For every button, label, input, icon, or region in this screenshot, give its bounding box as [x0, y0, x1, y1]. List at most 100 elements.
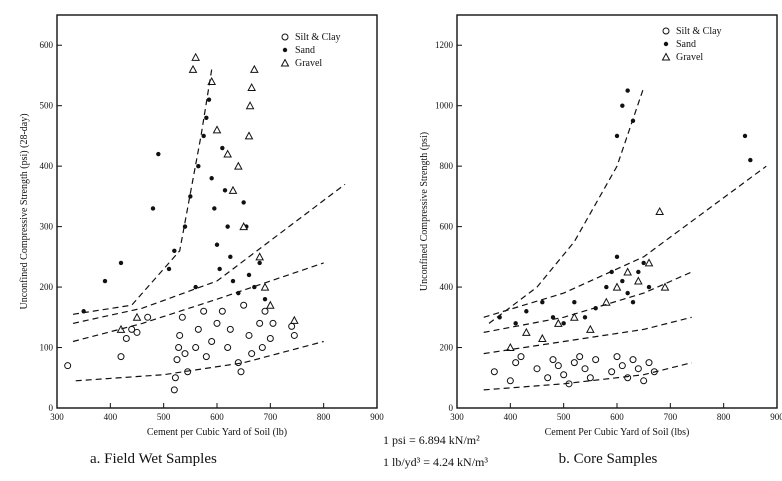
- data-point: [544, 374, 552, 382]
- trend-curve: [72, 183, 346, 324]
- x-tick-label: 400: [504, 412, 518, 422]
- data-point: [582, 315, 588, 320]
- data-point: [178, 313, 186, 321]
- legend-marker: [281, 33, 289, 41]
- data-point: [569, 312, 579, 321]
- x-tick-label: 300: [50, 412, 64, 422]
- data-point: [257, 260, 262, 266]
- data-point: [233, 161, 243, 170]
- x-tick-label: 500: [557, 412, 571, 422]
- x-axis-label: Cement per Cubic Yard of Soil (lb): [147, 427, 287, 438]
- conversion-lb: 1 lb/yd³ = 4.24 kN/m³: [383, 455, 488, 469]
- legend-label: Silt & Clay: [676, 26, 722, 37]
- x-tick-label: 700: [664, 412, 678, 422]
- data-point: [209, 176, 214, 181]
- data-point: [244, 131, 254, 140]
- data-point: [585, 324, 595, 333]
- data-point: [660, 282, 670, 291]
- data-point: [200, 307, 208, 315]
- data-point: [612, 282, 622, 291]
- data-point: [581, 365, 589, 373]
- data-point: [640, 377, 648, 385]
- data-point: [625, 290, 630, 296]
- data-point: [618, 362, 626, 370]
- data-point: [192, 344, 200, 352]
- data-point: [240, 301, 248, 309]
- data-point: [204, 115, 209, 120]
- legend-marker: [282, 47, 288, 53]
- data-point: [222, 188, 228, 193]
- y-tick-label: 600: [440, 222, 454, 232]
- data-point: [288, 322, 296, 330]
- data-point: [173, 356, 181, 364]
- data-point: [560, 371, 568, 379]
- x-tick-label: 500: [157, 412, 171, 422]
- data-point: [742, 133, 748, 139]
- x-tick-label: 600: [210, 412, 224, 422]
- y-tick-label: 1200: [435, 40, 454, 50]
- legend-marker: [280, 58, 290, 67]
- data-point: [184, 368, 192, 376]
- caption-a: a. Field Wet Samples: [90, 451, 217, 467]
- data-point: [646, 284, 652, 290]
- y-tick-label: 800: [440, 161, 454, 171]
- data-point: [206, 97, 212, 102]
- data-point: [218, 307, 226, 315]
- data-point: [133, 328, 141, 336]
- y-tick-label: 400: [440, 282, 454, 292]
- data-point: [194, 325, 202, 333]
- data-point: [132, 312, 142, 321]
- data-point: [517, 353, 525, 361]
- data-point: [620, 278, 625, 284]
- data-point: [118, 260, 124, 266]
- data-point: [614, 133, 620, 139]
- data-point: [629, 356, 637, 364]
- legend-label: Gravel: [676, 52, 703, 63]
- data-point: [505, 342, 515, 352]
- data-point: [592, 356, 600, 364]
- data-point: [265, 300, 275, 309]
- data-point: [116, 324, 126, 333]
- data-point: [540, 299, 545, 305]
- data-point: [171, 374, 179, 382]
- legend: Silt & Clay Sand Gravel: [280, 32, 341, 69]
- legend-label: Gravel: [295, 58, 322, 69]
- trend-curve: [72, 262, 324, 343]
- x-tick-label: 600: [610, 412, 624, 422]
- trend-curve: [483, 316, 692, 355]
- data-point: [239, 222, 249, 231]
- data-point: [156, 151, 161, 157]
- x-tick-label: 800: [317, 412, 331, 422]
- data-point: [506, 377, 514, 385]
- data-point: [193, 284, 198, 290]
- data-point: [213, 319, 221, 327]
- trend-curve: [483, 165, 767, 318]
- plot-frame: [456, 14, 778, 409]
- y-axis-label: Unconfined Compressive Strength (psi): [419, 132, 430, 291]
- legend-label: Sand: [295, 45, 315, 56]
- data-point: [554, 362, 562, 370]
- data-point: [212, 125, 222, 134]
- data-point: [645, 359, 653, 367]
- data-point: [258, 344, 266, 352]
- data-point: [634, 365, 642, 373]
- x-tick-label: 300: [450, 412, 464, 422]
- trend-curve: [72, 69, 213, 315]
- conversion-psi: 1 psi = 6.894 kN/m²: [383, 433, 480, 447]
- data-point: [537, 333, 547, 342]
- data-point: [228, 254, 233, 260]
- data-point: [181, 350, 189, 358]
- y-tick-label: 400: [40, 161, 54, 171]
- x-tick-label: 900: [770, 412, 782, 422]
- data-point: [188, 194, 193, 199]
- data-point: [623, 267, 633, 276]
- data-point: [144, 313, 152, 321]
- data-point: [586, 374, 594, 382]
- y-tick-label: 1000: [435, 101, 454, 111]
- data-point: [513, 321, 518, 326]
- legend-marker: [663, 41, 669, 47]
- data-point: [636, 269, 641, 275]
- trend-curve: [483, 362, 692, 391]
- data-point: [226, 325, 234, 333]
- data-point: [245, 101, 255, 110]
